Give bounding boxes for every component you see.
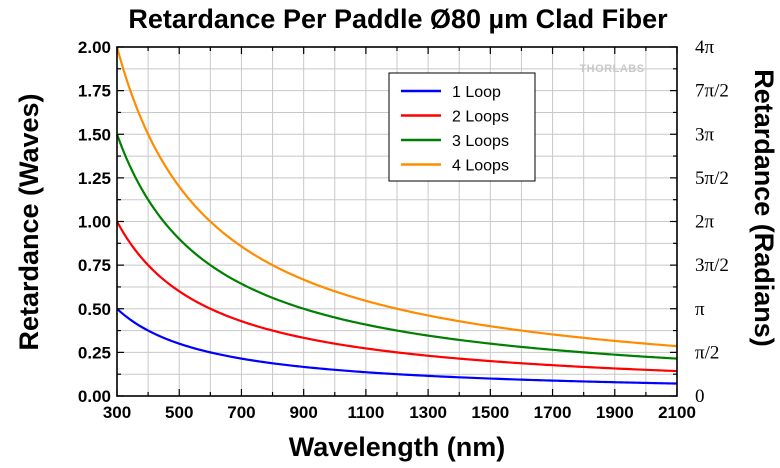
y-tick-label: 1.50 <box>78 125 111 144</box>
right-tick-labels: 0 π/2 π 3π/2 2π 5π/2 3π 7π/2 4π <box>695 37 729 407</box>
series-line <box>115 46 678 348</box>
axis-ticks <box>116 46 678 397</box>
legend-label: 1 Loop <box>452 84 501 101</box>
y-tick-label: 0.00 <box>78 387 111 406</box>
y-tick-label: 0.75 <box>78 256 111 275</box>
y-tick-labels: 0.00 0.25 0.50 0.75 1.00 1.25 1.50 1.75 2.00 <box>78 38 111 406</box>
chart-title: Retardance Per Paddle Ø80 µm Clad Fiber <box>128 4 668 34</box>
series-line <box>115 133 678 360</box>
right-tick-label: π/2 <box>695 342 719 363</box>
y-tick-label: 0.25 <box>78 343 111 362</box>
series-layer <box>115 46 678 385</box>
legend-label: 3 Loops <box>452 133 509 150</box>
right-tick-label: 3π <box>695 124 715 145</box>
series-line <box>116 220 678 373</box>
x-tick-label: 1500 <box>471 403 509 422</box>
x-tick-label: 300 <box>103 403 131 422</box>
x-tick-label: 500 <box>165 403 193 422</box>
x-tick-label: 1100 <box>347 403 384 422</box>
y-tick-label: 0.50 <box>78 300 111 319</box>
x-tick-label: 900 <box>289 403 317 422</box>
x-tick-label: 1900 <box>596 403 634 422</box>
y-tick-label: 2.00 <box>78 38 111 57</box>
x-tick-label: 1300 <box>409 403 447 422</box>
y-axis-label-left: Retardance (Waves) <box>14 93 44 350</box>
x-tick-label: 1700 <box>534 403 572 422</box>
y-tick-label: 1.00 <box>78 213 111 232</box>
y-tick-label: 1.75 <box>78 82 111 101</box>
x-tick-label: 2100 <box>658 403 696 422</box>
x-axis-label: Wavelength (nm) <box>289 432 506 462</box>
y-axis-label-right: Retardance (Radians) <box>749 69 779 347</box>
right-tick-label: π <box>695 299 705 320</box>
right-tick-label: 7π/2 <box>695 81 729 102</box>
right-tick-label: 0 <box>695 386 705 407</box>
thorlabs-watermark: THORLABS <box>579 63 644 75</box>
right-tick-label: 2π <box>695 212 715 233</box>
right-tick-label: 4π <box>695 37 715 58</box>
x-tick-label: 700 <box>227 403 255 422</box>
legend-label: 4 Loops <box>452 158 509 175</box>
legend-label: 2 Loops <box>452 109 509 126</box>
x-tick-labels: 300 500 700 900 1100 1300 1500 1700 1900 2100 <box>103 403 696 422</box>
right-tick-label: 3π/2 <box>695 255 729 276</box>
legend: 1 Loop 2 Loops 3 Loops 4 Loops <box>388 72 536 182</box>
series-line <box>116 307 678 385</box>
right-tick-label: 5π/2 <box>695 168 729 189</box>
y-tick-label: 1.25 <box>78 169 111 188</box>
